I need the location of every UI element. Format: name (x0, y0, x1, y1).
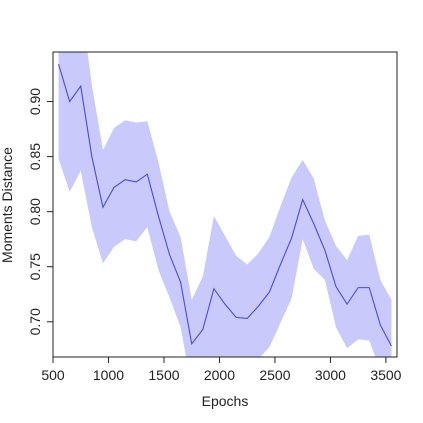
data-point (301, 198, 304, 201)
data-point (157, 215, 160, 218)
x-axis-label: Epochs (202, 393, 249, 409)
data-point (235, 316, 238, 319)
y-tick-label: 0.75 (27, 253, 43, 280)
x-tick-label: 500 (41, 367, 65, 383)
data-point (268, 291, 271, 294)
x-tick-label: 3500 (370, 367, 401, 383)
y-tick-label: 0.80 (27, 198, 43, 225)
data-point (190, 342, 193, 345)
data-point (224, 303, 227, 306)
data-point (323, 249, 326, 252)
plot-frame (52, 51, 398, 358)
data-point (357, 286, 360, 289)
data-point (201, 328, 204, 331)
data-point (179, 281, 182, 284)
data-point (57, 63, 60, 66)
data-point (257, 305, 260, 308)
data-point (379, 324, 382, 327)
data-point (146, 173, 149, 176)
x-tick-label: 2000 (204, 367, 235, 383)
data-point (135, 180, 138, 183)
series-line (58, 63, 392, 347)
data-point (90, 155, 93, 158)
data-point (368, 286, 371, 289)
data-point (68, 100, 71, 103)
data-point (113, 186, 116, 189)
data-point (390, 344, 393, 347)
y-tick-label: 0.70 (27, 308, 43, 335)
data-point (346, 303, 349, 306)
data-point (334, 285, 337, 288)
x-tick-label: 3000 (315, 367, 346, 383)
confidence-band (58, 52, 392, 357)
data-point (79, 85, 82, 88)
data-point (290, 237, 293, 240)
data-point (168, 253, 171, 256)
x-tick-label: 1000 (93, 367, 124, 383)
data-point (124, 178, 127, 181)
x-tick-label: 2500 (259, 367, 290, 383)
data-point (101, 206, 104, 209)
y-tick-label: 0.85 (27, 143, 43, 170)
y-axis-label: Moments Distance (0, 147, 15, 263)
y-tick-label: 0.90 (27, 88, 43, 115)
data-point (212, 287, 215, 290)
data-point (312, 222, 315, 225)
data-point (279, 263, 282, 266)
x-tick-label: 1500 (148, 367, 179, 383)
data-point (246, 317, 249, 320)
